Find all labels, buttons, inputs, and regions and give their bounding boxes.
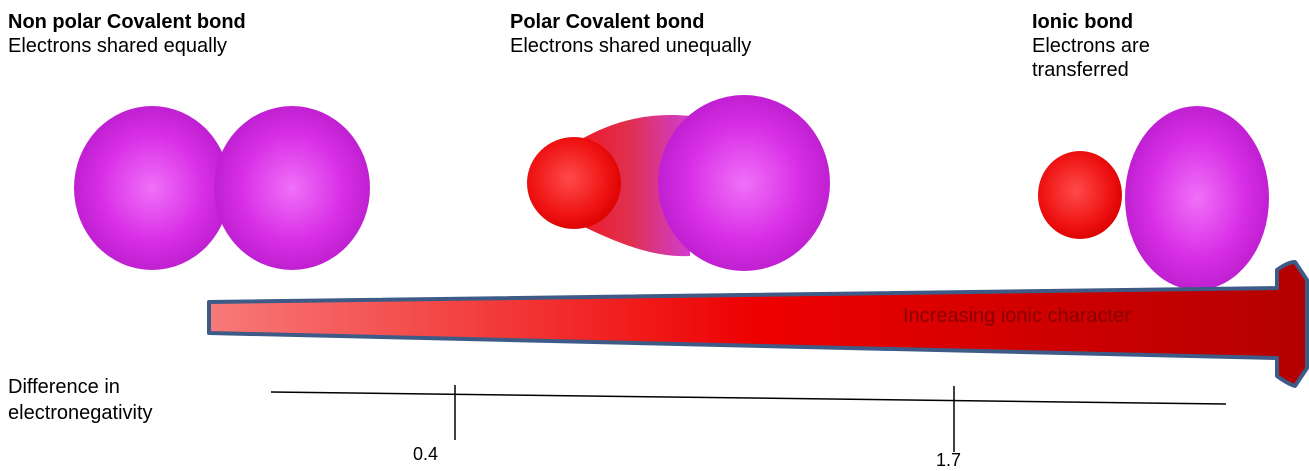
polar-heading: Polar Covalent bond Electrons shared une… <box>510 10 751 58</box>
ionic-character-arrow <box>207 260 1309 388</box>
polar-description: Electrons shared unequally <box>510 35 752 57</box>
nonpolar-description: Electrons shared equally <box>8 35 228 57</box>
electronegativity-axis-line <box>270 391 1227 405</box>
polar-electron-cloud <box>580 115 690 257</box>
nonpolar-heading: Non polar Covalent bond Electrons shared… <box>8 10 246 58</box>
tick-label-0.4: 0.4 <box>413 444 439 464</box>
ionic-heading: Ionic bond Electrons are transferred <box>1032 10 1202 82</box>
tick-label-1.7: 1.7 <box>936 450 962 470</box>
ionic-description: Electrons are transferred <box>1032 35 1150 81</box>
ionic-molecule <box>1038 106 1269 290</box>
polar-atom-small-red <box>527 137 621 229</box>
arrow-label: Increasing ionic character <box>903 305 1131 327</box>
ionic-atom-red <box>1038 151 1122 239</box>
polar-title: Polar Covalent bond <box>510 11 705 33</box>
nonpolar-atom-left <box>74 106 230 270</box>
polar-molecule <box>527 95 830 271</box>
ionic-title: Ionic bond <box>1032 11 1134 33</box>
nonpolar-atom-right <box>214 106 370 270</box>
ionic-atom-purple <box>1125 106 1269 290</box>
polar-atom-large-purple <box>658 95 830 271</box>
axis-label: Difference in electronegativity <box>8 376 153 424</box>
nonpolar-molecule <box>74 106 370 270</box>
nonpolar-title: Non polar Covalent bond <box>8 11 246 33</box>
